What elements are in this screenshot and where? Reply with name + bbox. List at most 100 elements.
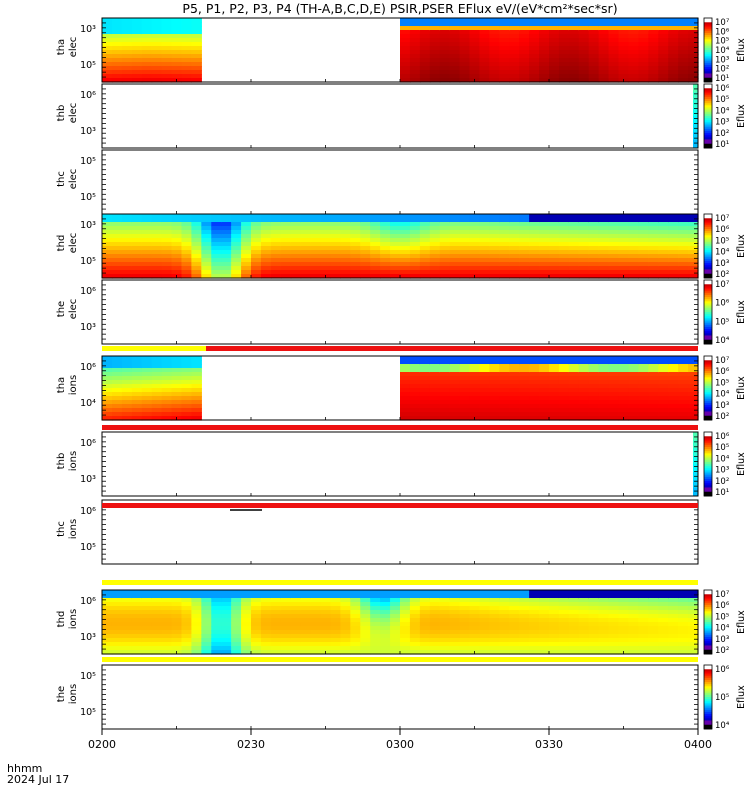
heatmap-cell	[141, 266, 153, 271]
colorbar-cell	[704, 722, 712, 726]
heatmap-cell	[251, 602, 262, 607]
heatmap-cell	[211, 642, 222, 647]
heatmap-cell	[231, 610, 242, 615]
colorbar-cell	[704, 292, 712, 296]
heatmap-cell	[658, 356, 669, 361]
heatmap-cell	[499, 270, 510, 275]
heatmap-cell	[469, 218, 481, 223]
heatmap-cell	[449, 26, 461, 31]
heatmap-cell	[628, 218, 639, 223]
y-tick-label: 10³	[80, 220, 96, 231]
heatmap-cell	[558, 234, 570, 239]
heatmap-cell	[102, 356, 113, 361]
colorbar-tick-label: 10⁴	[715, 454, 730, 464]
heatmap-cell	[191, 602, 202, 607]
heatmap-cell	[111, 250, 123, 255]
heatmap-cell	[251, 226, 262, 231]
heatmap-cell	[509, 638, 520, 643]
heatmap-cell	[141, 54, 153, 59]
heatmap-cell	[678, 22, 689, 27]
heatmap-cell	[578, 218, 590, 223]
heatmap-cell	[429, 360, 441, 365]
heatmap-cell	[459, 30, 471, 35]
heatmap-cell	[270, 634, 282, 639]
heatmap-cell	[558, 626, 570, 631]
heatmap-cell	[469, 50, 481, 55]
heatmap-cell	[141, 372, 153, 377]
colorbar-cell	[704, 28, 712, 32]
heatmap-cell	[102, 368, 113, 373]
heatmap-cell	[499, 622, 510, 627]
heatmap-cell	[380, 626, 391, 631]
heatmap-cell	[489, 266, 500, 271]
heatmap-cell	[141, 594, 153, 599]
heatmap-cell	[191, 630, 202, 635]
heatmap-cell	[489, 638, 500, 643]
heatmap-cell	[598, 364, 610, 369]
colorbar-cell	[704, 299, 712, 302]
heatmap-cell	[290, 246, 302, 251]
heatmap-cell	[668, 610, 679, 615]
heatmap-cell	[459, 650, 471, 655]
heatmap-cell	[499, 594, 510, 599]
heatmap-cell	[131, 646, 143, 651]
heatmap-cell	[201, 646, 212, 651]
heatmap-cell	[558, 368, 570, 373]
colorbar-cell	[704, 145, 712, 149]
heatmap-cell	[439, 372, 451, 377]
heatmap-cell	[270, 218, 282, 223]
heatmap-cell	[658, 372, 669, 377]
heatmap-cell	[409, 54, 421, 59]
heatmap-cell	[102, 650, 113, 655]
heatmap-cell	[330, 594, 341, 599]
heatmap-cell	[459, 412, 471, 417]
heatmap-cell	[648, 42, 659, 47]
heatmap-cell	[409, 26, 421, 31]
heatmap-cell	[439, 234, 451, 239]
heatmap-cell	[668, 254, 679, 259]
heatmap-cell	[519, 70, 530, 75]
heatmap-cell	[479, 388, 490, 393]
heatmap-cell	[598, 380, 610, 385]
colorbar-cell	[704, 442, 712, 446]
heatmap-cell	[688, 614, 699, 619]
heatmap-cell	[409, 400, 421, 405]
heatmap-cell	[201, 250, 212, 255]
colorbar-cell	[704, 667, 712, 670]
heatmap-cell	[370, 602, 381, 607]
heatmap-cell	[568, 638, 580, 643]
heatmap-cell	[300, 646, 312, 651]
heatmap-cell	[568, 606, 580, 611]
heatmap-cell	[280, 626, 292, 631]
heatmap-cell	[469, 58, 481, 63]
heatmap-cell	[102, 54, 113, 59]
colorbar-tick-label: 10¹	[715, 488, 729, 498]
heatmap-cell	[360, 602, 371, 607]
heatmap-cell	[588, 66, 600, 71]
heatmap-cell	[688, 274, 699, 279]
heatmap-cell	[270, 226, 282, 231]
heatmap-cell	[340, 610, 351, 615]
heatmap-cell	[400, 630, 411, 635]
heatmap-cell	[201, 598, 212, 603]
heatmap-cell	[360, 230, 371, 235]
heatmap-cell	[141, 42, 153, 47]
heatmap-cell	[251, 274, 262, 279]
heatmap-cell	[578, 396, 590, 401]
heatmap-cell	[568, 356, 580, 361]
heatmap-cell	[409, 258, 421, 263]
heatmap-cell	[519, 364, 530, 369]
heatmap-cell	[151, 238, 163, 243]
heatmap-cell	[558, 238, 570, 243]
heatmap-cell	[529, 274, 540, 279]
heatmap-cell	[310, 226, 322, 231]
heatmap-cell	[678, 246, 689, 251]
colorbar-cell	[704, 705, 712, 709]
heatmap-cell	[270, 622, 282, 627]
colorbar-label: Eflux	[736, 300, 747, 324]
heatmap-cell	[449, 594, 461, 599]
heatmap-cell	[390, 234, 401, 239]
colorbar-cell	[704, 383, 712, 387]
heatmap-cell	[618, 46, 630, 51]
heatmap-cell	[519, 590, 530, 595]
